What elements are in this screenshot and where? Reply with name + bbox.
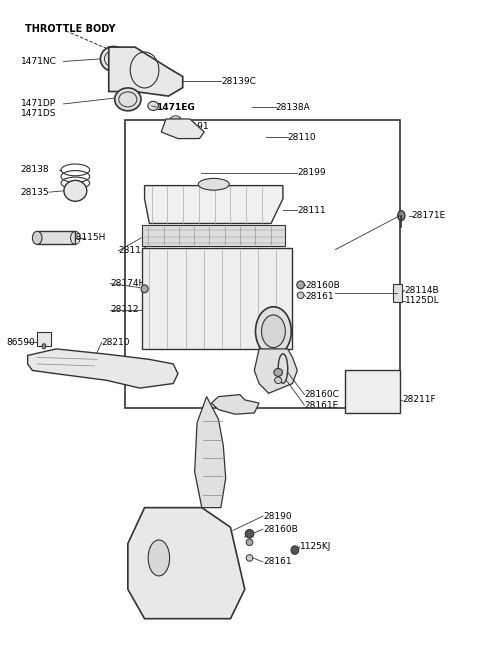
Text: 1471DP: 1471DP bbox=[21, 100, 56, 108]
Text: 28114B: 28114B bbox=[405, 285, 439, 295]
Text: 28199: 28199 bbox=[297, 168, 326, 177]
Text: 28111: 28111 bbox=[297, 206, 326, 215]
Text: 28113: 28113 bbox=[118, 247, 147, 255]
Text: 28110: 28110 bbox=[288, 133, 316, 142]
Text: 1125DL: 1125DL bbox=[405, 296, 439, 305]
Ellipse shape bbox=[42, 344, 46, 349]
Polygon shape bbox=[254, 349, 297, 394]
Ellipse shape bbox=[274, 369, 282, 377]
Ellipse shape bbox=[275, 377, 282, 384]
Ellipse shape bbox=[148, 540, 169, 576]
Ellipse shape bbox=[255, 307, 291, 356]
Ellipse shape bbox=[245, 529, 254, 538]
Text: 86590: 86590 bbox=[6, 338, 35, 347]
Text: 28190: 28190 bbox=[263, 512, 291, 521]
Text: 28174H: 28174H bbox=[110, 279, 145, 288]
Text: 28115H: 28115H bbox=[71, 234, 106, 242]
Ellipse shape bbox=[100, 47, 127, 72]
Text: 28210: 28210 bbox=[102, 338, 130, 347]
Text: 28112: 28112 bbox=[110, 305, 139, 314]
Text: 1471NC: 1471NC bbox=[21, 57, 56, 66]
Bar bbox=[37, 332, 50, 346]
Text: 28161: 28161 bbox=[263, 558, 291, 566]
Polygon shape bbox=[144, 186, 283, 224]
Text: 28160B: 28160B bbox=[263, 525, 298, 534]
Ellipse shape bbox=[64, 180, 87, 201]
Text: 28135: 28135 bbox=[21, 188, 49, 197]
Ellipse shape bbox=[148, 101, 158, 110]
Bar bbox=[125, 120, 400, 407]
Polygon shape bbox=[211, 395, 259, 414]
Polygon shape bbox=[169, 117, 182, 135]
Polygon shape bbox=[28, 349, 178, 388]
Text: 1125KJ: 1125KJ bbox=[300, 543, 331, 551]
Polygon shape bbox=[142, 225, 285, 247]
Text: 28160B: 28160B bbox=[306, 281, 341, 290]
Ellipse shape bbox=[398, 211, 405, 220]
Polygon shape bbox=[161, 119, 204, 138]
Polygon shape bbox=[393, 283, 402, 302]
Ellipse shape bbox=[246, 555, 253, 561]
Polygon shape bbox=[37, 232, 75, 245]
Ellipse shape bbox=[141, 285, 148, 293]
Ellipse shape bbox=[246, 539, 253, 546]
Text: 28160C: 28160C bbox=[304, 390, 339, 399]
Text: 28171E: 28171E bbox=[412, 211, 446, 220]
Text: 28191: 28191 bbox=[180, 122, 209, 131]
Text: 28138A: 28138A bbox=[276, 103, 311, 112]
Text: 1471EG: 1471EG bbox=[156, 103, 195, 112]
Polygon shape bbox=[142, 249, 292, 349]
Ellipse shape bbox=[262, 315, 285, 348]
Text: THROTTLE BODY: THROTTLE BODY bbox=[25, 24, 116, 34]
Ellipse shape bbox=[171, 115, 180, 122]
Text: 28211F: 28211F bbox=[402, 396, 436, 404]
Ellipse shape bbox=[33, 232, 42, 245]
Polygon shape bbox=[128, 508, 245, 619]
Text: 28161: 28161 bbox=[306, 292, 335, 301]
Polygon shape bbox=[195, 397, 226, 508]
Text: 28138: 28138 bbox=[21, 165, 49, 174]
Ellipse shape bbox=[198, 178, 229, 190]
Text: 1471DS: 1471DS bbox=[21, 110, 56, 118]
Ellipse shape bbox=[115, 88, 141, 111]
Text: 28139C: 28139C bbox=[221, 77, 256, 85]
Bar bbox=[345, 371, 400, 413]
Ellipse shape bbox=[297, 281, 304, 289]
Ellipse shape bbox=[297, 292, 304, 298]
Polygon shape bbox=[109, 47, 183, 96]
Text: 28161E: 28161E bbox=[304, 401, 339, 409]
Ellipse shape bbox=[291, 546, 299, 554]
